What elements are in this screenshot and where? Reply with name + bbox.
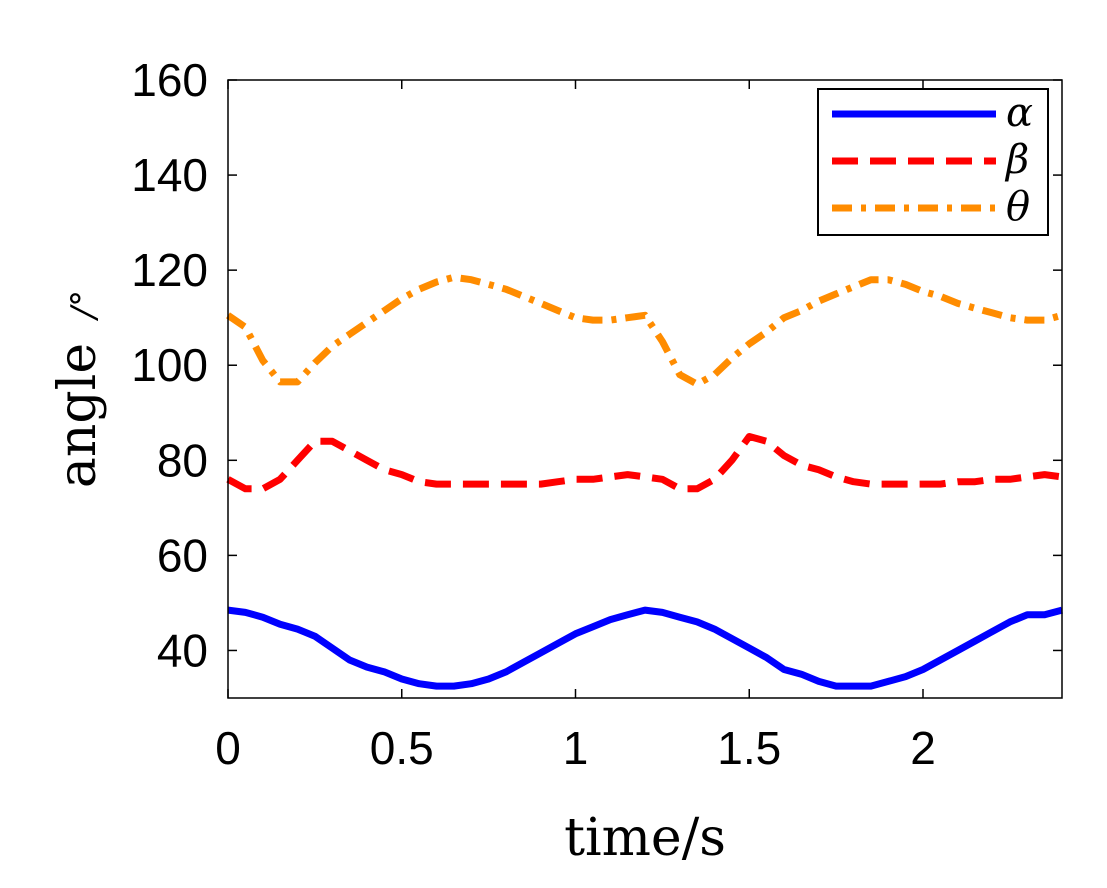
y-tick-label: 40	[157, 624, 208, 676]
legend-label-1: α	[1006, 90, 1033, 136]
x-tick-label: 0.5	[370, 722, 434, 774]
x-tick-label: 1.5	[717, 722, 781, 774]
axis-ticks	[227, 79, 1062, 698]
x-axis-label: time/s	[564, 808, 726, 868]
y-tick-label: 160	[131, 54, 208, 106]
axis-tick-labels: 0 0.5 1 1.5 2 40 60 80 100 120 140 160	[131, 54, 936, 774]
x-tick-label: 2	[910, 722, 936, 774]
x-tick-label: 1	[563, 722, 589, 774]
y-axis-label-main: angle	[48, 343, 108, 488]
y-tick-label: 80	[157, 434, 208, 486]
y-tick-label: 140	[131, 149, 208, 201]
y-axis-label-unit: /°	[64, 290, 104, 321]
series-line-3	[226, 273, 1063, 388]
y-tick-label: 120	[131, 244, 208, 296]
y-tick-label: 60	[157, 529, 208, 581]
x-tick-label: 0	[215, 722, 241, 774]
y-axis-label: angle /°	[48, 290, 108, 488]
legend: αβθ	[817, 88, 1049, 236]
series-line-2	[226, 433, 1063, 493]
legend-label-2: β	[1004, 137, 1029, 183]
series-layer	[226, 273, 1063, 690]
plot-area-frame	[227, 79, 1063, 699]
series-line-1	[227, 606, 1063, 690]
y-tick-label: 100	[131, 339, 208, 391]
legend-label-3: θ	[1006, 184, 1030, 230]
